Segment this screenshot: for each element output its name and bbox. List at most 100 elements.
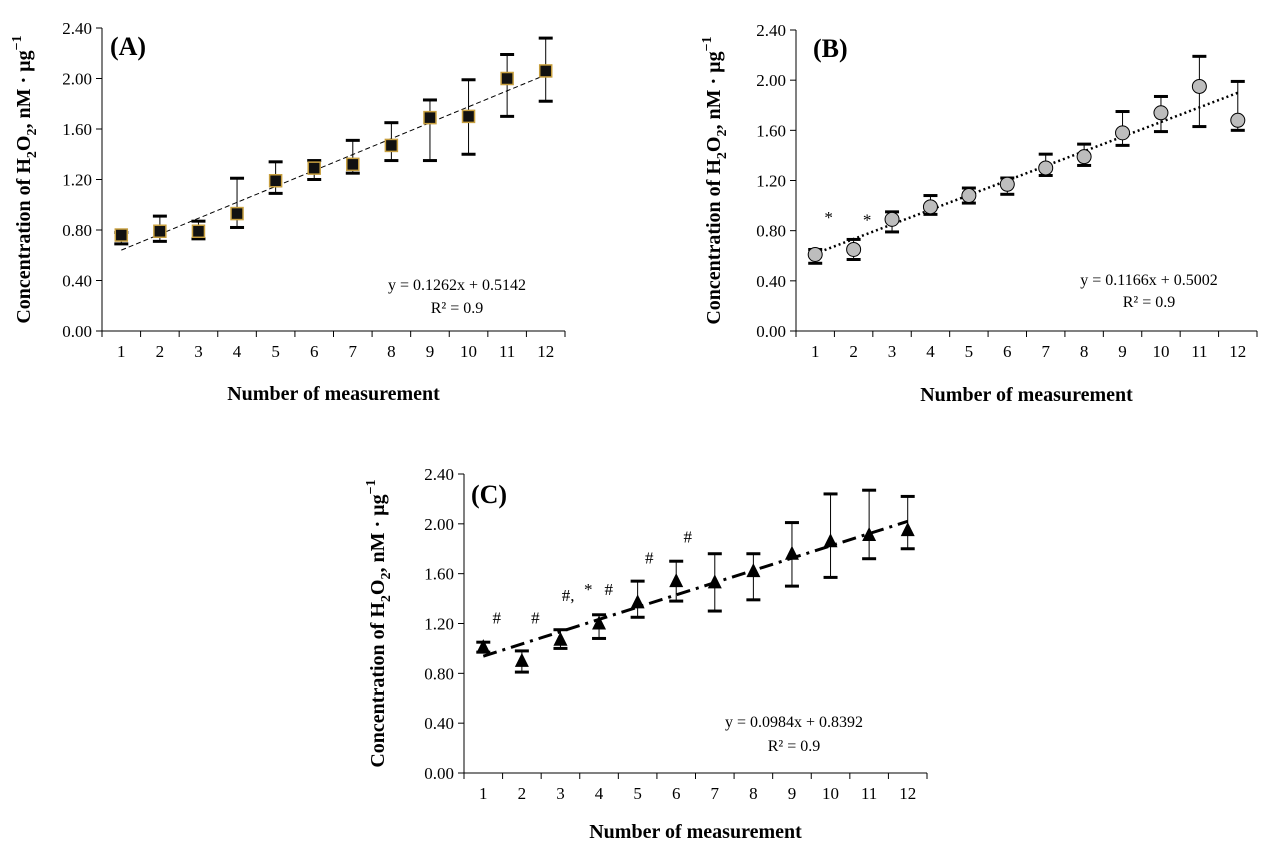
x-tick-label: 8 xyxy=(749,784,758,803)
regression-equation: y = 0.1166x + 0.5002 xyxy=(1080,272,1217,289)
significance-mark: # xyxy=(493,609,502,628)
data-point xyxy=(746,563,761,578)
x-tick-label: 12 xyxy=(899,784,916,803)
y-axis-title: Concentration of H2O2, nM · µg−1 xyxy=(364,479,394,767)
y-tick-label: 0.80 xyxy=(756,222,786,241)
significance-mark: # xyxy=(645,549,654,568)
x-tick-label: 7 xyxy=(349,342,358,361)
x-tick-label: 9 xyxy=(426,342,435,361)
data-point xyxy=(153,224,167,239)
data-point xyxy=(1115,125,1131,141)
data-point xyxy=(500,71,514,86)
x-tick-label: 2 xyxy=(849,342,858,361)
significance-mark: * xyxy=(584,580,593,599)
r-squared: R² = 0.9 xyxy=(431,300,484,317)
y-axis-title: Concentration of H2O2, nM · µg−1 xyxy=(10,35,40,323)
y-tick-label: 1.60 xyxy=(756,121,786,140)
panel-label: (A) xyxy=(110,32,146,61)
regression-equation: y = 0.1262x + 0.5142 xyxy=(388,277,526,294)
data-point xyxy=(1153,105,1169,121)
x-tick-label: 2 xyxy=(518,784,527,803)
x-tick-label: 5 xyxy=(965,342,974,361)
x-tick-label: 8 xyxy=(1080,342,1089,361)
x-tick-label: 5 xyxy=(271,342,280,361)
data-point xyxy=(862,527,877,542)
data-point xyxy=(999,176,1015,192)
x-tick-label: 1 xyxy=(479,784,488,803)
y-tick-label: 2.00 xyxy=(756,71,786,90)
y-tick-label: 1.20 xyxy=(424,615,454,634)
data-point xyxy=(807,246,823,262)
data-point xyxy=(307,161,321,175)
panel-a: 0.000.400.801.201.602.002.401 2 3 4 5 6 7 8 9 10 1… xyxy=(10,19,566,405)
data-point xyxy=(268,174,283,188)
x-tick-label: 3 xyxy=(194,342,203,361)
trendline xyxy=(814,91,1239,255)
regression-equation: y = 0.0984x + 0.8392 xyxy=(725,714,863,731)
panel-label: (B) xyxy=(813,34,848,63)
x-axis-title: Number of measurement xyxy=(589,821,802,841)
data-point xyxy=(384,138,399,153)
x-tick-label: 2 xyxy=(156,342,165,361)
y-tick-label: 2.40 xyxy=(62,19,92,38)
y-tick-label: 0.40 xyxy=(62,272,92,291)
data-point xyxy=(423,110,437,125)
y-tick-label: 0.00 xyxy=(62,322,92,341)
data-point xyxy=(630,594,645,609)
data-point xyxy=(476,639,491,654)
y-tick-label: 2.40 xyxy=(424,465,454,484)
y-tick-label: 2.00 xyxy=(62,70,92,89)
y-tick-label: 0.00 xyxy=(756,322,786,341)
data-point xyxy=(1230,112,1246,128)
data-point xyxy=(922,199,938,215)
data-point xyxy=(784,545,799,560)
significance-mark: # xyxy=(684,528,693,547)
y-tick-label: 0.80 xyxy=(424,664,454,683)
y-tick-label: 1.20 xyxy=(62,171,92,190)
x-tick-label: 1 xyxy=(117,342,126,361)
x-axis-title: Number of measurement xyxy=(920,384,1133,406)
data-point xyxy=(230,206,244,221)
data-point xyxy=(461,109,476,124)
x-tick-label: 6 xyxy=(1003,342,1012,361)
significance-mark: * xyxy=(863,211,872,230)
data-point xyxy=(191,224,206,239)
data-point xyxy=(846,241,862,257)
trendline xyxy=(482,519,909,658)
y-axis-title: Concentration of H2O2, nM · µg−1 xyxy=(700,36,730,324)
data-point xyxy=(1076,149,1092,165)
panel-c: 0.000.400.801.201.602.002.401 2 3 4 5 6 7 8 9 10 1… xyxy=(364,465,928,841)
data-point xyxy=(961,188,977,204)
r-squared: R² = 0.9 xyxy=(768,738,821,755)
x-tick-label: 3 xyxy=(888,342,897,361)
data-point xyxy=(114,228,129,242)
x-tick-label: 11 xyxy=(1191,342,1207,361)
x-tick-label: 4 xyxy=(595,784,604,803)
data-point xyxy=(553,631,568,646)
data-point xyxy=(1038,160,1054,176)
panel-label: (C) xyxy=(471,480,507,509)
y-tick-label: 1.60 xyxy=(424,565,454,584)
x-tick-label: 7 xyxy=(1041,342,1050,361)
x-tick-label: 10 xyxy=(460,342,477,361)
significance-mark: #, xyxy=(562,586,575,605)
y-tick-label: 0.40 xyxy=(756,272,786,291)
significance-mark: * xyxy=(824,208,833,227)
x-tick-label: 11 xyxy=(499,342,515,361)
data-point xyxy=(514,652,529,667)
significance-mark: # xyxy=(604,580,613,599)
trendline xyxy=(121,74,546,251)
x-tick-label: 4 xyxy=(233,342,242,361)
data-point xyxy=(1191,78,1207,94)
x-tick-label: 3 xyxy=(556,784,565,803)
data-point xyxy=(823,533,838,548)
r-squared: R² = 0.9 xyxy=(1123,294,1176,311)
y-tick-label: 0.80 xyxy=(62,221,92,240)
x-tick-label: 10 xyxy=(822,784,839,803)
y-tick-label: 2.00 xyxy=(424,515,454,534)
x-tick-label: 9 xyxy=(788,784,797,803)
x-axis-title: Number of measurement xyxy=(227,383,440,405)
x-tick-label: 12 xyxy=(1229,342,1246,361)
x-tick-label: 7 xyxy=(711,784,720,803)
